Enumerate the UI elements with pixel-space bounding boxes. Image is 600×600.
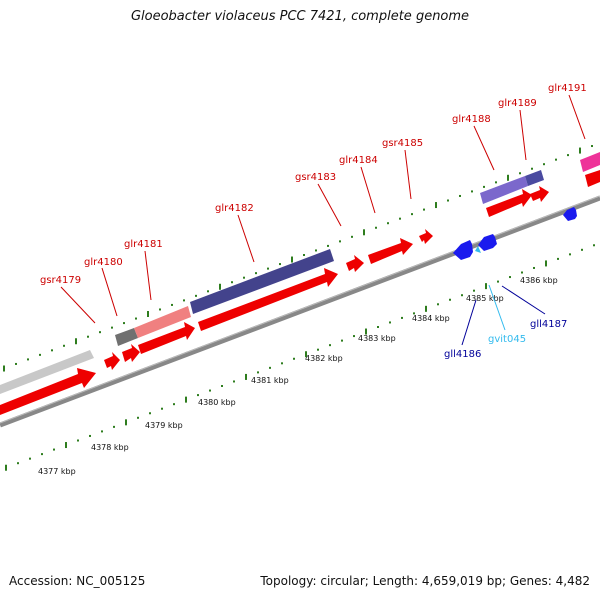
gene-label-gll4186: gll4186 [444,349,481,360]
leader-line-gsr4183 [317,183,342,227]
gene-label-gsr4183: gsr4183 [295,172,336,183]
gene-arrow-glr4189 [530,186,549,202]
accession-label: Accession: NC_005125 [9,574,146,588]
reverse-gene-arrows [453,207,577,260]
gene-labels: gsr4179glr4180glr4181glr4182gsr4183glr41… [40,83,587,360]
reverse-tick-track [5,244,595,471]
gene-label-gvit045: gvit045 [488,334,526,345]
gene-label-glr4188: glr4188 [452,114,491,125]
gene-arrow-glr4180 [104,352,120,370]
leader-line-glr4180 [101,267,118,317]
gene-label-glr4184: glr4184 [339,155,378,166]
scale-labels: 4377 kbp 4378 kbp 4379 kbp 4380 kbp 4381 kbp… [38,276,558,476]
gene-arrow-glr4182 [198,268,338,331]
scale-label: 4382 kbp [305,354,343,363]
scale-label: 4380 kbp [198,398,236,407]
scale-label: 4383 kbp [358,334,396,343]
gene-arrow-gsr4179 [0,368,96,415]
forward-feature-track [0,152,600,394]
gene-label-gsr4179: gsr4179 [40,275,81,286]
gene-label-glr4191: glr4191 [548,83,587,94]
gene-arrow-glr4184 [368,238,413,264]
leader-line-glr4189 [519,109,527,161]
gene-arrow-glr4188 [486,189,532,217]
genome-backbone [0,195,600,428]
scale-label: 4386 kbp [520,276,558,285]
scale-label: 4378 kbp [91,443,129,452]
feature-block-gray [0,350,94,394]
feature-block-salmon [134,306,191,338]
leader-line-gll4186 [461,299,477,346]
scale-label: 4377 kbp [38,467,76,476]
gene-label-glr4180: glr4180 [84,257,123,268]
gene-arrow-glr4181 [138,322,195,354]
scale-label: 4384 kbp [412,314,450,323]
leader-line-glr4182 [237,214,255,263]
genome-backbone-highlight [0,195,600,424]
genome-summary-label: Topology: circular; Length: 4,659,019 bp… [260,574,590,588]
gene-arrow-gll4186 [453,240,473,260]
feature-block-navy-small [525,170,544,186]
gene-label-glr4182: glr4182 [215,203,254,214]
gene-label-gll4187: gll4187 [530,319,567,330]
scale-label: 4379 kbp [145,421,183,430]
leader-line-glr4191 [568,94,586,140]
leader-line-glr4184 [360,166,376,214]
gene-arrow-gsr4183 [346,255,364,272]
forward-tick-track [3,145,593,372]
feature-block-navy [190,249,334,314]
gene-label-glr4181: glr4181 [124,239,163,250]
leader-line-gsr4185 [404,149,412,200]
gene-arrow-gvit045 [475,246,481,253]
gene-arrow-right [563,207,577,221]
gene-arrow-glr4191 [585,170,600,187]
gene-arrow-gsr4185 [419,229,433,244]
feature-block-darkgray [115,328,138,346]
gene-arrow-gll4187 [478,234,497,251]
leader-line-gvit045 [488,284,506,331]
gene-label-glr4189: glr4189 [498,98,537,109]
leader-line-gll4187 [501,285,546,315]
feature-block-magenta [580,152,600,172]
leader-line-glr4188 [473,125,495,171]
gene-label-gsr4185: gsr4185 [382,138,423,149]
leader-line-glr4181 [144,250,152,301]
feature-block-purple [480,176,528,204]
gene-arrow-glr4181a [122,344,140,362]
scale-label: 4381 kbp [251,376,289,385]
forward-gene-arrows [0,170,600,415]
map-title: Gloeobacter violaceus PCC 7421, complete… [130,9,470,24]
scale-label: 4385 kbp [466,294,504,303]
leader-line-gsr4179 [60,286,96,324]
